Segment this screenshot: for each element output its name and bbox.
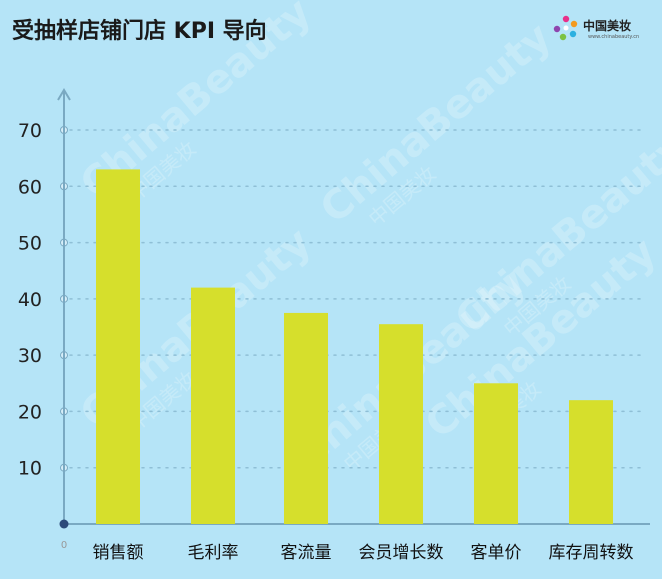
bar [191,287,235,524]
x-category-label: 库存周转数 [549,543,634,563]
bars [96,169,613,524]
watermark-text: ChinaBeauty [312,14,560,233]
brand-logo: 中国美妆 www.chinabeauty.cn [553,15,639,41]
bar [474,383,518,524]
bar [379,324,423,524]
x-category-label: 客流量 [281,543,332,563]
axes: 0 [57,88,650,551]
origin-label: 0 [61,540,67,551]
bar [96,169,140,524]
y-tick-label: 20 [18,401,42,423]
brand-name: 中国美妆 [583,18,631,33]
y-tick-label: 10 [18,458,42,480]
bar [284,312,328,524]
y-tick-label: 40 [18,289,42,311]
x-category-label: 客单价 [471,543,522,563]
y-tick-label: 50 [18,233,42,255]
x-category-label: 会员增长数 [359,543,444,563]
y-tick-label: 70 [18,120,42,142]
chart-title: 受抽样店铺门店 KPI 导向 [12,18,267,44]
star-burst-logo-icon [553,15,578,41]
brand-url: www.chinabeauty.cn [588,34,639,40]
origin-dot [59,519,69,529]
y-tick-labels: 10 20 30 40 50 60 70 [18,120,42,480]
y-tick-label: 60 [18,176,42,198]
bar [569,400,613,524]
y-axis-arrow [57,88,71,101]
x-category-label: 毛利率 [188,543,239,563]
x-category-labels: 销售额 毛利率 客流量 会员增长数 客单价 库存周转数 [93,543,634,563]
x-category-label: 销售额 [93,543,144,563]
y-tick-label: 30 [18,345,42,367]
